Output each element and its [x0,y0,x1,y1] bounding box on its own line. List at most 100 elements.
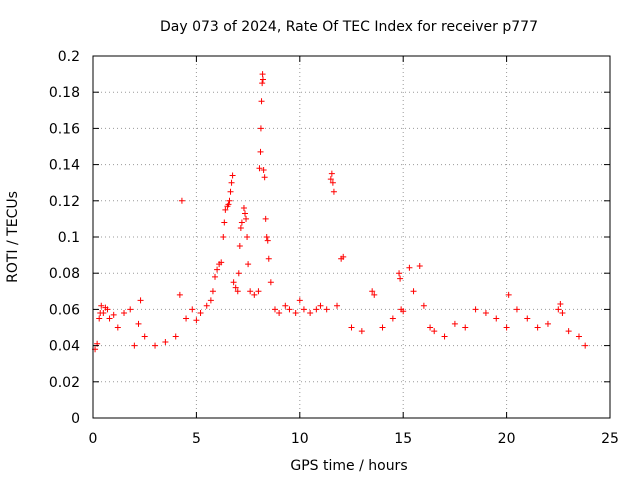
data-point [582,342,589,349]
data-point [559,310,566,317]
data-point [330,188,337,195]
data-point [257,148,264,155]
data-point [96,315,103,322]
data-point [152,342,159,349]
data-point [327,176,334,183]
data-point [207,297,214,304]
data-point [534,324,541,331]
data-point [259,76,266,83]
data-point [251,291,258,298]
data-point [259,71,266,78]
data-point [247,288,254,295]
data-point [296,297,303,304]
data-point [565,328,572,335]
data-point [241,210,248,217]
data-point [410,288,417,295]
data-point [313,306,320,313]
data-point [137,297,144,304]
data-point [262,215,269,222]
y-tick-label: 0.2 [58,49,80,65]
data-point [258,98,265,105]
data-point [276,310,283,317]
data-point [183,315,190,322]
data-point [226,197,233,204]
data-point [282,302,289,309]
data-point [100,310,107,317]
data-point [225,201,232,208]
data-point [106,315,113,322]
data-point [400,308,407,315]
y-tick-label: 0.02 [49,375,80,391]
data-point [462,324,469,331]
data-point [265,255,272,262]
data-point [131,342,138,349]
data-point [127,306,134,313]
data-point [178,197,185,204]
y-tick-label: 0.14 [49,158,80,174]
y-tick-label: 0.18 [49,85,80,101]
x-tick-label: 15 [394,431,412,447]
data-point [260,167,267,174]
data-point [396,270,403,277]
data-point [264,237,271,244]
data-point [172,333,179,340]
data-point [379,324,386,331]
data-point [222,206,229,213]
data-point [334,302,341,309]
data-point [317,302,324,309]
data-point [263,234,270,240]
data-point [189,306,196,313]
data-point [300,306,307,313]
data-point [98,302,105,309]
y-tick-label: 0.1 [58,230,80,246]
data-point [328,170,335,177]
data-point [524,315,531,322]
x-tick-label: 10 [291,431,309,447]
data-point [513,306,520,313]
x-tick-label: 5 [192,431,201,447]
data-point [389,315,396,322]
tick-marks [92,55,611,419]
data-point [121,310,128,317]
data-point [451,320,458,327]
data-point [227,188,234,195]
data-point [237,224,244,231]
plot-frame [92,55,611,419]
data-point [441,333,448,340]
data-point [503,324,510,331]
x-axis-title: GPS time / hours [290,458,407,474]
y-tick-label: 0.08 [49,266,80,282]
data-point [235,270,242,277]
data-point [472,306,479,313]
data-point [267,279,274,286]
data-point [212,273,219,280]
data-point [234,288,241,295]
data-point [243,215,250,222]
data-point [228,179,235,186]
data-point [271,306,278,313]
data-point [431,328,438,335]
data-point [256,165,263,172]
y-axis-ticks: 0 0.02 0.04 0.06 0.08 0.1 0.12 0.14 0.16 0.18 0.2 [49,49,80,427]
data-point [220,234,227,240]
y-tick-label: 0 [71,411,80,427]
y-axis-title: ROTI / TECUs [5,191,21,283]
x-tick-label: 25 [601,431,619,447]
data-point [329,179,336,186]
chart-title: Day 073 of 2024, Rate Of TEC Index for r… [160,19,538,35]
data-point [255,288,262,295]
data-point [555,306,562,313]
data-point [232,284,239,291]
data-point [236,243,243,250]
data-point [505,291,512,298]
data-point [162,338,169,345]
data-point [229,172,236,179]
data-point [557,300,564,307]
data-point [427,324,434,331]
data-point [493,315,500,322]
data-point [203,302,210,309]
data-point [230,279,237,286]
data-point [348,324,355,331]
y-tick-label: 0.04 [49,339,80,355]
data-point [371,291,378,298]
